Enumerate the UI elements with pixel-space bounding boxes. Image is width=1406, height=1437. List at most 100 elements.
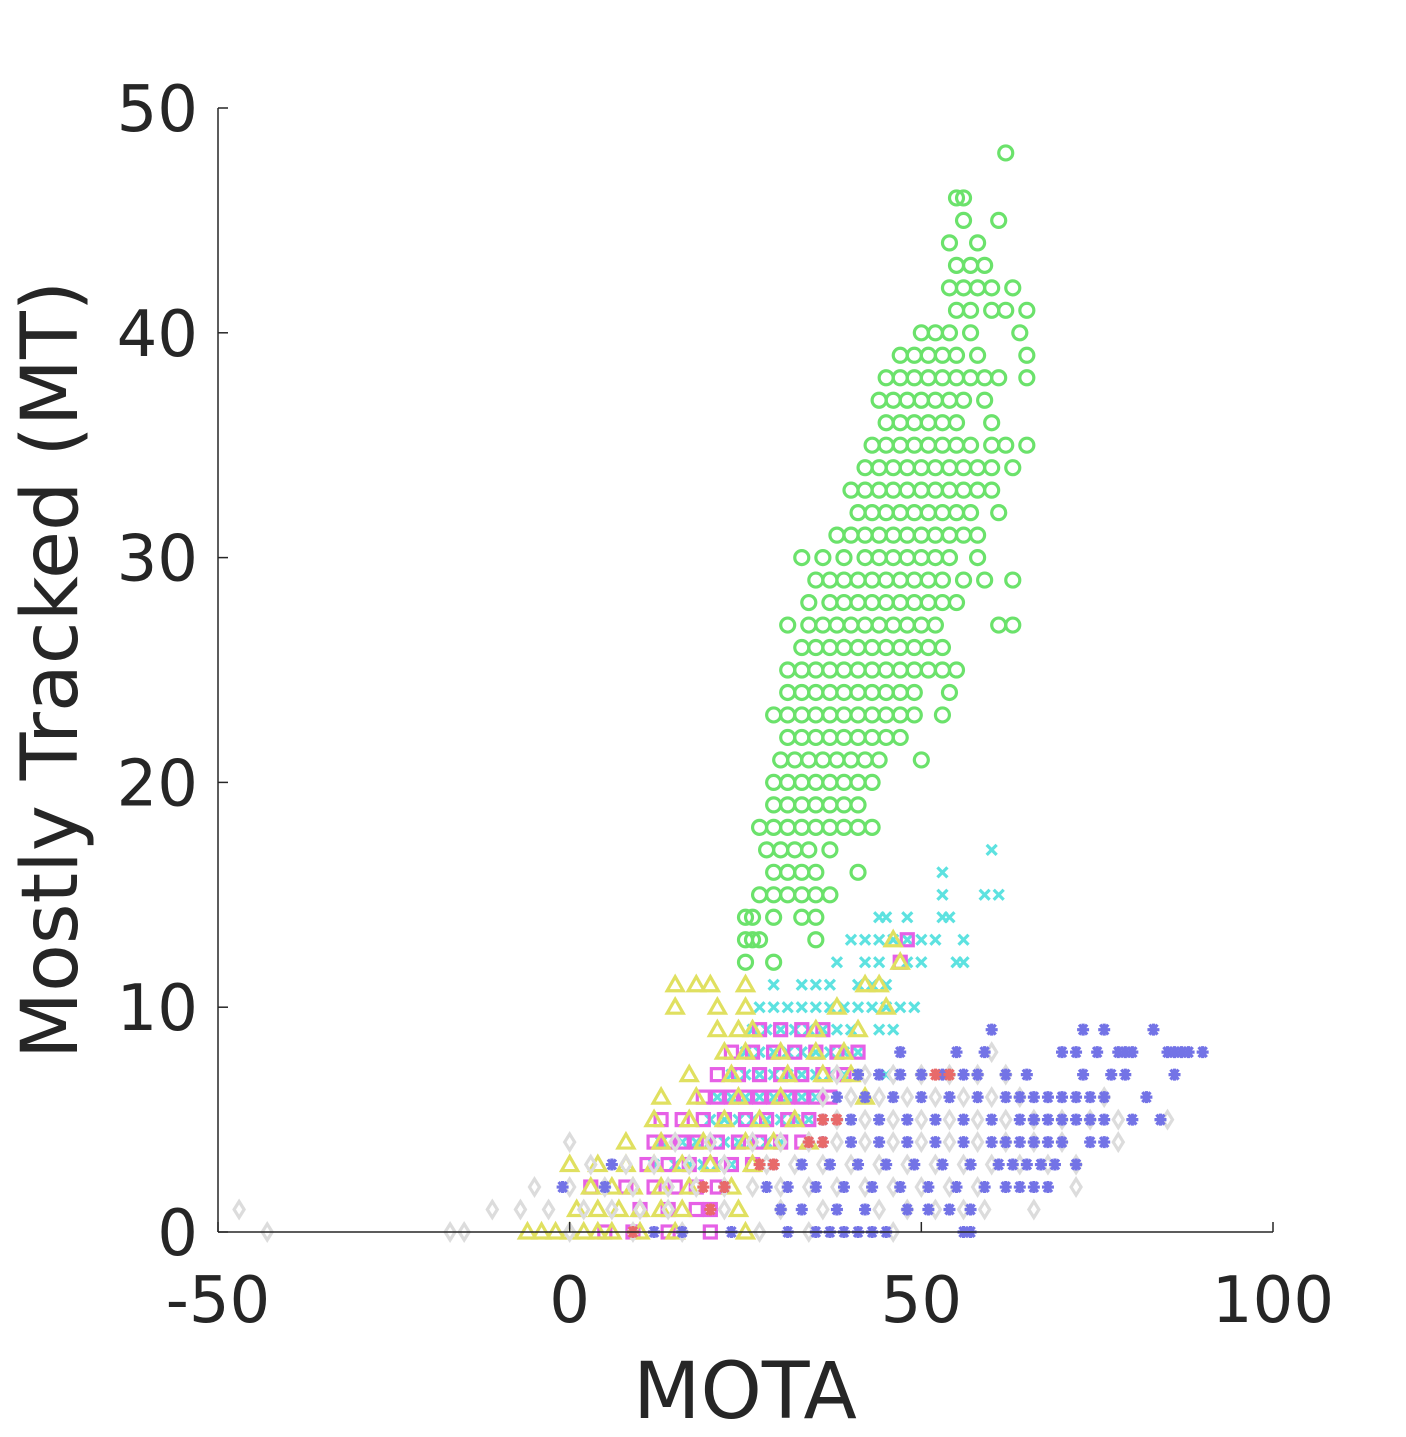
data-point-circle — [898, 391, 916, 409]
data-point-asterisk — [1027, 1091, 1040, 1104]
data-point-diamond — [886, 1131, 901, 1154]
data-point-circle — [821, 773, 839, 792]
data-point-diamond — [576, 1198, 591, 1221]
data-point-circle — [821, 796, 839, 814]
data-point-circle — [835, 773, 853, 792]
data-point-triangle — [741, 1018, 764, 1038]
data-point-star — [943, 1068, 956, 1081]
data-point-x — [880, 911, 893, 924]
data-point-triangle — [558, 1153, 581, 1173]
data-point-circle — [990, 211, 1008, 229]
data-point-asterisk — [936, 1158, 949, 1171]
data-point-diamond — [1111, 1108, 1126, 1131]
data-point-circle — [954, 279, 973, 297]
data-point-circle — [983, 481, 1001, 499]
data-point-circle — [891, 683, 909, 702]
data-point-star — [816, 1113, 829, 1126]
data-point-triangle — [889, 951, 911, 970]
data-point-asterisk — [943, 1203, 956, 1216]
data-point-circle — [856, 526, 874, 544]
data-point-triangle — [776, 1063, 799, 1083]
data-point-circle — [933, 414, 952, 432]
data-point-diamond — [752, 1220, 767, 1244]
data-point-circle — [877, 436, 895, 454]
data-point-circle — [863, 773, 881, 792]
data-point-circle — [821, 818, 839, 836]
data-point-circle — [849, 683, 867, 702]
data-point-triangle — [544, 1220, 567, 1240]
data-point-circle — [933, 661, 952, 679]
data-point-asterisk — [908, 1158, 921, 1171]
data-point-asterisk — [915, 1068, 928, 1081]
data-point-circle — [891, 706, 909, 724]
data-point-circle — [1004, 459, 1022, 477]
data-point-triangle — [847, 1018, 869, 1038]
data-point-x — [865, 1001, 879, 1014]
data-point-circle — [765, 818, 783, 836]
data-point-triangle — [580, 1175, 602, 1195]
data-point-circle — [877, 593, 895, 612]
data-point-square — [794, 1067, 810, 1083]
data-point-square — [709, 1134, 725, 1150]
data-point-circle — [863, 683, 881, 702]
data-point-circle — [807, 683, 825, 702]
data-point-circle — [793, 638, 811, 657]
data-point-circle — [877, 728, 895, 747]
data-point-circle — [954, 391, 973, 409]
data-point-circle — [947, 661, 966, 679]
data-point-asterisk — [873, 1136, 886, 1149]
data-point-circle — [765, 773, 783, 792]
data-point-asterisk — [1027, 1136, 1040, 1149]
data-point-x — [830, 1023, 844, 1036]
data-point-diamond — [443, 1220, 457, 1244]
data-point-circle — [863, 661, 881, 679]
data-point-circle — [997, 301, 1015, 319]
data-point-circle — [870, 616, 888, 634]
data-point-circle — [779, 886, 797, 904]
data-point-circle — [912, 616, 930, 634]
data-point-square — [674, 1134, 690, 1150]
data-point-circle — [947, 369, 966, 387]
data-point-asterisk — [985, 1136, 998, 1149]
data-point-asterisk — [915, 1091, 928, 1104]
data-point-asterisk — [971, 1068, 984, 1081]
data-point-circle — [779, 773, 797, 792]
data-point-circle — [870, 548, 888, 567]
data-point-circle — [793, 773, 811, 792]
data-point-circle — [835, 638, 853, 657]
data-point-circle — [877, 706, 895, 724]
data-point-circle — [933, 706, 952, 724]
data-point-asterisk — [830, 1203, 843, 1216]
data-point-asterisk — [894, 1068, 907, 1081]
data-point-asterisk — [894, 1046, 907, 1059]
data-point-circle — [800, 751, 818, 769]
data-point-circle — [842, 526, 860, 544]
data-point-x — [915, 956, 928, 969]
data-point-circle — [940, 391, 959, 409]
data-point-x — [858, 933, 872, 946]
data-point-asterisk — [605, 1158, 618, 1171]
data-point-asterisk — [1070, 1113, 1083, 1126]
data-point-asterisk — [985, 1023, 998, 1036]
x-axis-title: MOTA — [633, 1347, 857, 1437]
data-point-circle — [997, 144, 1015, 162]
data-point-circle — [835, 593, 853, 612]
data-point-circle — [919, 504, 937, 522]
data-point-asterisk — [1147, 1023, 1160, 1036]
data-point-circle — [786, 841, 804, 859]
data-point-circle — [891, 728, 909, 747]
data-point-triangle — [769, 1040, 792, 1060]
data-point-asterisk — [1098, 1113, 1111, 1126]
data-point-circle — [940, 459, 959, 477]
data-point-diamond — [513, 1198, 528, 1221]
data-point-circle — [765, 796, 783, 814]
y-tick-label: 20 — [117, 747, 198, 821]
data-point-circle — [905, 638, 923, 657]
data-point-diamond — [682, 1153, 697, 1176]
data-point-x — [753, 1090, 766, 1104]
data-point-diamond — [970, 1108, 985, 1131]
data-point-circle — [870, 391, 888, 409]
data-point-diamond — [717, 1198, 732, 1221]
data-point-diamond — [928, 1086, 943, 1109]
